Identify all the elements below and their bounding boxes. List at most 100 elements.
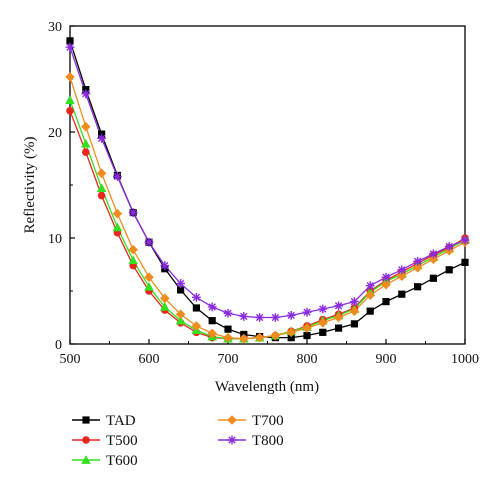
data-point-t800 xyxy=(413,256,422,266)
data-point-t800 xyxy=(460,235,470,245)
data-point-tad xyxy=(445,266,453,274)
data-point-t800 xyxy=(381,272,391,282)
data-point-t700 xyxy=(333,312,344,323)
data-point-t800 xyxy=(223,308,233,318)
data-point-t800 xyxy=(65,42,75,52)
legend-marker-tad xyxy=(82,416,90,424)
x-tick-label: 500 xyxy=(60,352,81,367)
data-point-t800 xyxy=(255,313,264,322)
data-point-t700 xyxy=(207,328,217,339)
legend-label-t800: T800 xyxy=(252,433,284,449)
data-point-t700 xyxy=(397,271,407,281)
data-point-t800 xyxy=(444,242,454,251)
data-point-t800 xyxy=(128,208,138,217)
data-point-t700 xyxy=(349,306,360,316)
x-tick-label: 1000 xyxy=(451,352,479,367)
y-tick-label: 20 xyxy=(48,126,62,141)
series-markers xyxy=(65,37,470,344)
data-point-t700 xyxy=(160,293,170,304)
data-point-t700 xyxy=(302,323,312,333)
data-point-t700 xyxy=(144,272,154,283)
data-point-t800 xyxy=(81,89,91,99)
data-point-t800 xyxy=(239,312,249,321)
data-point-t600 xyxy=(81,138,91,148)
series-lines xyxy=(69,40,466,340)
series-line-t700 xyxy=(69,76,466,340)
data-point-tad xyxy=(414,283,422,291)
data-point-t800 xyxy=(334,301,343,311)
data-point-t700 xyxy=(412,262,423,273)
y-axis-title: Reflectivity (%) xyxy=(22,136,38,233)
data-point-tad xyxy=(429,274,437,282)
x-tick-label: 800 xyxy=(297,352,318,367)
legend-label-t500: T500 xyxy=(106,433,138,449)
data-point-t600 xyxy=(160,302,170,311)
plot-frame xyxy=(69,25,466,345)
x-tick-label: 600 xyxy=(139,352,160,367)
data-point-tad xyxy=(335,324,343,332)
data-point-t800 xyxy=(113,172,122,181)
data-point-t700 xyxy=(96,168,107,179)
data-point-t800 xyxy=(160,261,170,270)
data-point-tad xyxy=(287,334,295,342)
data-point-t800 xyxy=(176,279,185,288)
data-point-t600 xyxy=(175,315,186,325)
data-point-t700 xyxy=(381,279,391,290)
data-point-tad xyxy=(177,286,185,294)
data-point-t600 xyxy=(144,281,154,291)
data-point-t800 xyxy=(144,237,154,247)
data-point-t700 xyxy=(365,290,375,301)
data-point-t800 xyxy=(286,310,296,320)
data-point-t700 xyxy=(318,318,328,328)
series-line-t500 xyxy=(69,110,466,340)
data-point-t500 xyxy=(82,148,90,156)
data-point-tad xyxy=(319,328,327,336)
data-point-tad xyxy=(224,325,232,333)
data-point-t800 xyxy=(207,302,217,312)
series-line-tad xyxy=(69,40,466,339)
data-point-tad xyxy=(398,290,406,298)
data-point-t800 xyxy=(365,281,375,291)
data-point-t600 xyxy=(112,222,123,232)
data-point-t700 xyxy=(270,330,281,341)
data-point-t800 xyxy=(97,133,106,143)
data-point-t800 xyxy=(302,307,312,317)
x-tick-label: 700 xyxy=(218,352,239,367)
legend-marker-t800 xyxy=(227,435,237,445)
data-point-t700 xyxy=(286,327,296,338)
series-line-t600 xyxy=(69,99,466,340)
data-point-t700 xyxy=(254,332,265,343)
data-point-t600 xyxy=(128,255,138,265)
x-axis-title: Wavelength (nm) xyxy=(215,379,319,395)
legend-label-tad: TAD xyxy=(106,413,136,429)
x-tick-label: 900 xyxy=(376,352,397,367)
data-point-tad xyxy=(366,307,374,315)
data-point-tad xyxy=(382,298,390,306)
data-point-t500 xyxy=(66,107,74,115)
data-point-t700 xyxy=(112,208,123,219)
data-point-t700 xyxy=(223,332,233,343)
legend: TAD T500 T600 T700 T800 xyxy=(72,413,284,469)
legend-marker-t700 xyxy=(227,415,237,425)
data-point-tad xyxy=(192,304,200,312)
legend-marker-t500 xyxy=(82,436,90,444)
data-point-t800 xyxy=(397,265,407,275)
data-point-t800 xyxy=(318,304,328,314)
data-point-tad xyxy=(208,317,216,325)
data-point-t700 xyxy=(128,244,138,255)
data-point-t700 xyxy=(175,309,186,320)
y-tick-label: 10 xyxy=(48,232,62,247)
data-point-t700 xyxy=(191,321,202,331)
data-point-t700 xyxy=(65,72,75,82)
data-point-t700 xyxy=(239,333,249,344)
data-point-t500 xyxy=(97,191,106,200)
data-point-t700 xyxy=(81,121,91,132)
data-point-tad xyxy=(350,320,358,328)
data-point-tad xyxy=(66,37,74,45)
data-point-t800 xyxy=(429,249,438,259)
data-point-t800 xyxy=(192,292,201,302)
y-tick-label: 0 xyxy=(55,338,62,353)
y-tick-label: 30 xyxy=(48,20,62,35)
data-point-t600 xyxy=(96,183,107,193)
